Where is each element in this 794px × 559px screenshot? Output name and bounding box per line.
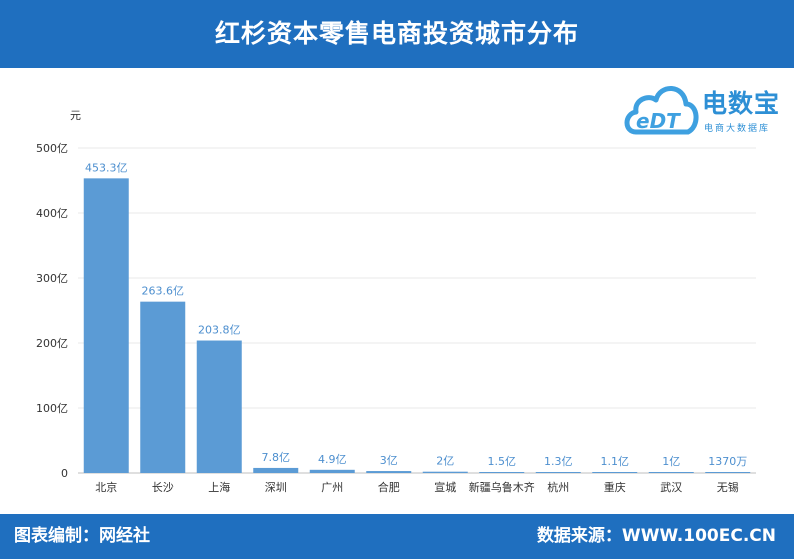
data-label: 453.3亿 — [85, 161, 128, 174]
data-label: 1370万 — [708, 455, 747, 468]
x-tick-label: 杭州 — [547, 480, 569, 494]
data-label: 4.9亿 — [318, 453, 347, 466]
bar — [705, 472, 751, 473]
x-tick-label: 广州 — [321, 481, 343, 494]
x-tick-label: 宣城 — [434, 480, 456, 494]
bar — [422, 471, 468, 473]
footer-source: 数据来源：WWW.100EC.CN — [536, 526, 776, 546]
cloud-logo-icon: eDT — [624, 86, 699, 135]
header-bar: 红杉资本零售电商投资城市分布 — [0, 0, 794, 68]
data-label: 2亿 — [436, 455, 454, 468]
y-tick-label: 0 — [61, 467, 68, 480]
bar — [196, 340, 242, 473]
edt-logo: eDT 电数宝 电商大数据库 — [622, 74, 792, 144]
x-tick-label: 深圳 — [265, 481, 287, 494]
y-tick-label: 200亿 — [36, 337, 68, 350]
y-tick-label: 300亿 — [36, 272, 68, 285]
data-label: 3亿 — [380, 454, 398, 467]
x-tick-label: 重庆 — [604, 480, 626, 494]
data-label: 1.5亿 — [488, 455, 517, 468]
x-tick-label: 北京 — [95, 480, 117, 494]
y-tick-label: 100亿 — [36, 402, 68, 415]
x-tick-label: 武汉 — [660, 481, 682, 494]
data-label: 1.1亿 — [601, 455, 630, 468]
bar — [140, 301, 186, 473]
data-label: 1.3亿 — [544, 455, 573, 468]
x-tick-label: 无锡 — [717, 480, 739, 494]
bar — [535, 472, 581, 473]
bar — [253, 467, 299, 473]
x-tick-label: 上海 — [208, 480, 230, 494]
logo-name: 电数宝 — [702, 89, 781, 118]
x-tick-label: 新疆乌鲁木齐 — [469, 480, 535, 494]
footer-bar: 图表编制：网经社 数据来源：WWW.100EC.CN — [0, 514, 794, 559]
bar — [309, 469, 355, 473]
data-label: 7.8亿 — [262, 451, 291, 464]
bar — [592, 472, 638, 473]
bar — [366, 471, 412, 473]
x-tick-label: 合肥 — [378, 480, 400, 494]
bar — [479, 472, 525, 473]
y-axis-unit: 元 — [70, 109, 81, 122]
bar — [648, 472, 694, 473]
data-label: 203.8亿 — [198, 324, 241, 337]
bar — [83, 178, 129, 473]
chart-title: 红杉资本零售电商投资城市分布 — [214, 19, 579, 48]
data-label: 1亿 — [662, 455, 680, 468]
logo-subtitle: 电商大数据库 — [704, 124, 771, 134]
data-label: 263.6亿 — [142, 285, 185, 298]
logo-edt-text: eDT — [636, 109, 681, 133]
y-tick-label: 400亿 — [36, 207, 68, 220]
y-tick-label: 500亿 — [36, 142, 68, 155]
x-tick-label: 长沙 — [152, 481, 174, 494]
footer-credit: 图表编制：网经社 — [14, 526, 150, 546]
